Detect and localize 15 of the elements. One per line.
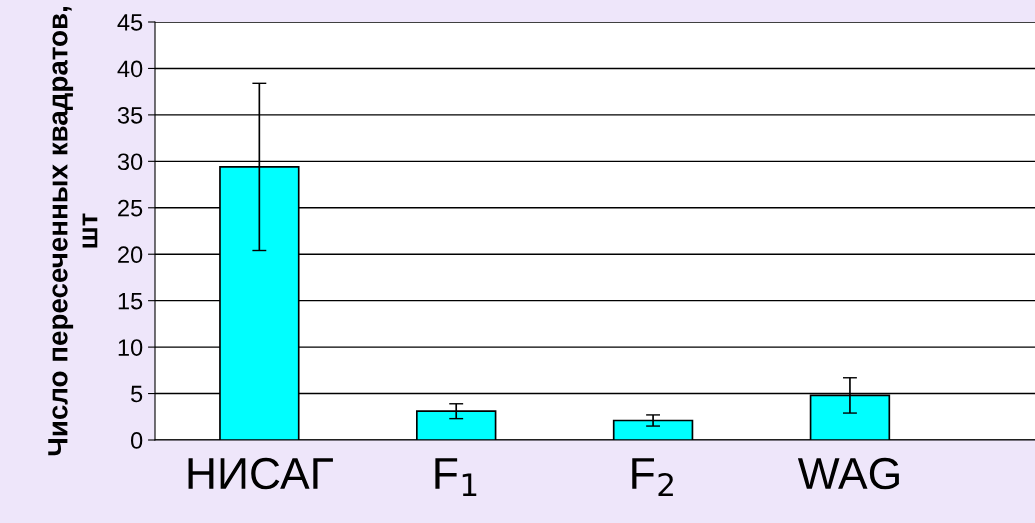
x-tick-label: WAG: [797, 457, 899, 490]
y-tick-label: 40: [117, 60, 143, 78]
y-tick-label: 5: [131, 385, 143, 403]
y-tick-label: 0: [130, 432, 143, 449]
y-tick-label: 45: [117, 14, 143, 31]
y-tick-label: 30: [117, 153, 143, 171]
x-tick-label: F$_{2}$: [632, 458, 673, 497]
y-tick-label: 15: [118, 292, 143, 310]
x-tick-label: F$_{1}$: [435, 458, 477, 497]
y-tick-label: 35: [117, 106, 143, 124]
y-axis-title: Число пересеченных квадратов, шт: [48, 7, 98, 456]
y-tick-label: 10: [118, 339, 143, 356]
y-tick-label: 20: [118, 246, 143, 264]
x-tick-label: НИСАГ: [188, 457, 333, 490]
y-tick-label: 25: [118, 199, 143, 217]
